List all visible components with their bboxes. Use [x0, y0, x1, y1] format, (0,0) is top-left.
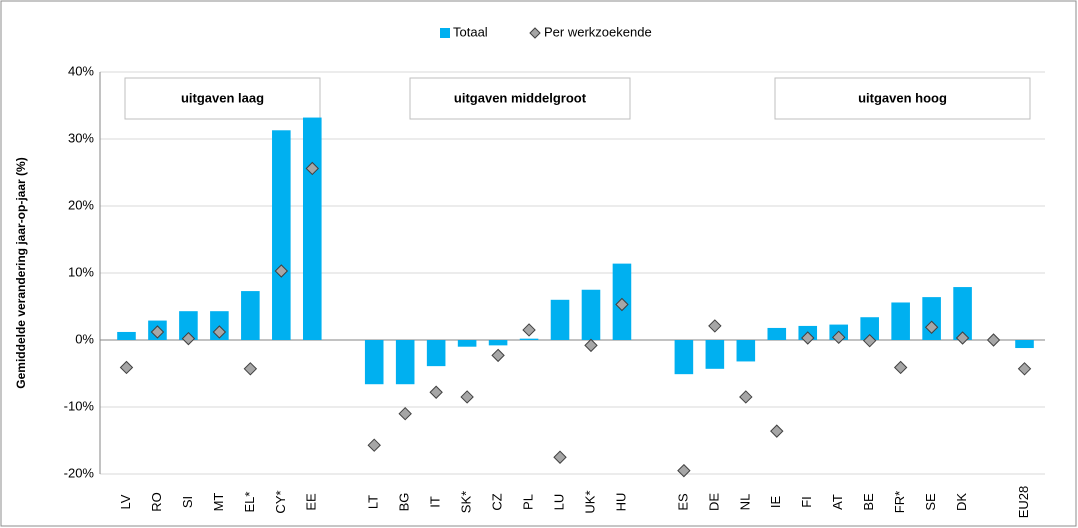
- diamond-marker: [429, 385, 443, 399]
- x-tick-label: FI: [799, 496, 814, 508]
- x-tick-label: MT: [211, 493, 226, 512]
- x-tick-label: AT: [830, 494, 845, 510]
- x-tick-label: IT: [428, 496, 443, 508]
- legend-label: Totaal: [453, 24, 488, 39]
- x-tick-label: PL: [520, 494, 535, 510]
- x-tick-label: LT: [366, 495, 381, 509]
- annotation-box: [774, 77, 1031, 120]
- diamond-marker: [460, 390, 474, 404]
- bar: [117, 331, 136, 340]
- legend-swatch: [440, 28, 450, 38]
- y-axis-label: Gemiddelde verandering jaar-op-jaar (%): [14, 157, 28, 388]
- diamond-marker: [893, 360, 908, 375]
- x-tick-label: EU28: [1016, 486, 1031, 519]
- diamond-marker: [924, 320, 939, 334]
- bar: [519, 338, 539, 340]
- diamond-marker: [677, 463, 691, 478]
- annotation-box: [409, 77, 631, 120]
- x-tick-label: IE: [768, 496, 783, 509]
- x-tick-label: ES: [675, 493, 690, 511]
- x-tick-label: RO: [149, 492, 164, 512]
- x-tick-label: BG: [397, 493, 412, 512]
- diamond-marker: [119, 360, 134, 375]
- x-tick-label: LV: [118, 494, 133, 509]
- bar: [581, 289, 601, 340]
- bar: [272, 130, 291, 340]
- diamond-marker: [770, 424, 784, 438]
- y-tick-label: 30%: [68, 130, 94, 145]
- annotation-box: [124, 77, 321, 120]
- y-tick-label: 10%: [68, 264, 94, 279]
- x-tick-label: CY*: [273, 490, 288, 513]
- bar: [488, 340, 508, 346]
- diamond-marker: [150, 325, 165, 339]
- bar: [860, 317, 879, 340]
- y-tick-label: -10%: [64, 398, 95, 413]
- legend-label: Per werkzoekende: [544, 24, 652, 39]
- bar: [395, 340, 415, 385]
- diamond-marker: [1017, 362, 1032, 376]
- diamond-marker: [243, 362, 258, 376]
- diamond-marker: [367, 438, 381, 452]
- bar: [767, 327, 787, 340]
- diamond-marker: [832, 330, 846, 345]
- x-tick-label: SE: [923, 493, 938, 511]
- diamond-marker: [739, 390, 753, 404]
- diamond-marker: [522, 323, 536, 337]
- bar: [550, 299, 570, 340]
- y-tick-label: 20%: [68, 197, 94, 212]
- diamond-marker: [862, 333, 877, 348]
- y-tick-label: 40%: [68, 63, 94, 78]
- bar: [179, 311, 198, 340]
- diamond-marker: [955, 331, 970, 345]
- bar: [705, 340, 725, 369]
- diamond-marker: [181, 331, 196, 346]
- diamond-marker: [305, 161, 319, 176]
- y-tick-label: -20%: [64, 465, 95, 480]
- diamond-marker: [212, 325, 227, 339]
- diamond-marker: [491, 348, 505, 363]
- bar: [674, 340, 694, 375]
- bar: [426, 340, 446, 367]
- x-tick-label: HU: [613, 493, 628, 512]
- bar: [364, 340, 384, 385]
- x-tick-label: NL: [737, 494, 752, 511]
- diamond-marker: [398, 406, 412, 421]
- x-tick-label: UK*: [582, 490, 597, 513]
- bar: [891, 302, 910, 340]
- diamond-marker: [986, 333, 1001, 347]
- y-tick-label: 0%: [75, 331, 94, 346]
- annotation: uitgaven laag: [181, 90, 264, 105]
- annotation: uitgaven hoog: [858, 90, 947, 105]
- x-tick-label: EL*: [242, 492, 257, 513]
- legend-swatch: [529, 27, 541, 39]
- bar: [1015, 340, 1034, 349]
- bar: [241, 291, 260, 340]
- bar: [953, 287, 972, 340]
- x-tick-label: BE: [861, 493, 876, 511]
- x-tick-label: CZ: [490, 493, 505, 510]
- x-tick-label: SK*: [459, 491, 474, 513]
- bar: [302, 117, 322, 340]
- x-tick-label: FR*: [892, 491, 907, 513]
- annotation: uitgaven middelgroot: [454, 90, 587, 105]
- bar: [736, 340, 756, 362]
- x-tick-label: SI: [180, 496, 195, 508]
- diamond-marker: [553, 450, 567, 464]
- diamond-marker: [274, 264, 289, 278]
- diamond-marker: [615, 297, 629, 312]
- diamond-marker: [584, 338, 598, 353]
- x-tick-label: EE: [304, 493, 319, 511]
- diamond-marker: [708, 319, 722, 333]
- x-tick-label: LU: [551, 494, 566, 511]
- diamond-marker: [801, 331, 815, 345]
- bar: [457, 340, 477, 347]
- x-tick-label: DK: [954, 493, 969, 511]
- x-tick-label: DE: [706, 493, 721, 511]
